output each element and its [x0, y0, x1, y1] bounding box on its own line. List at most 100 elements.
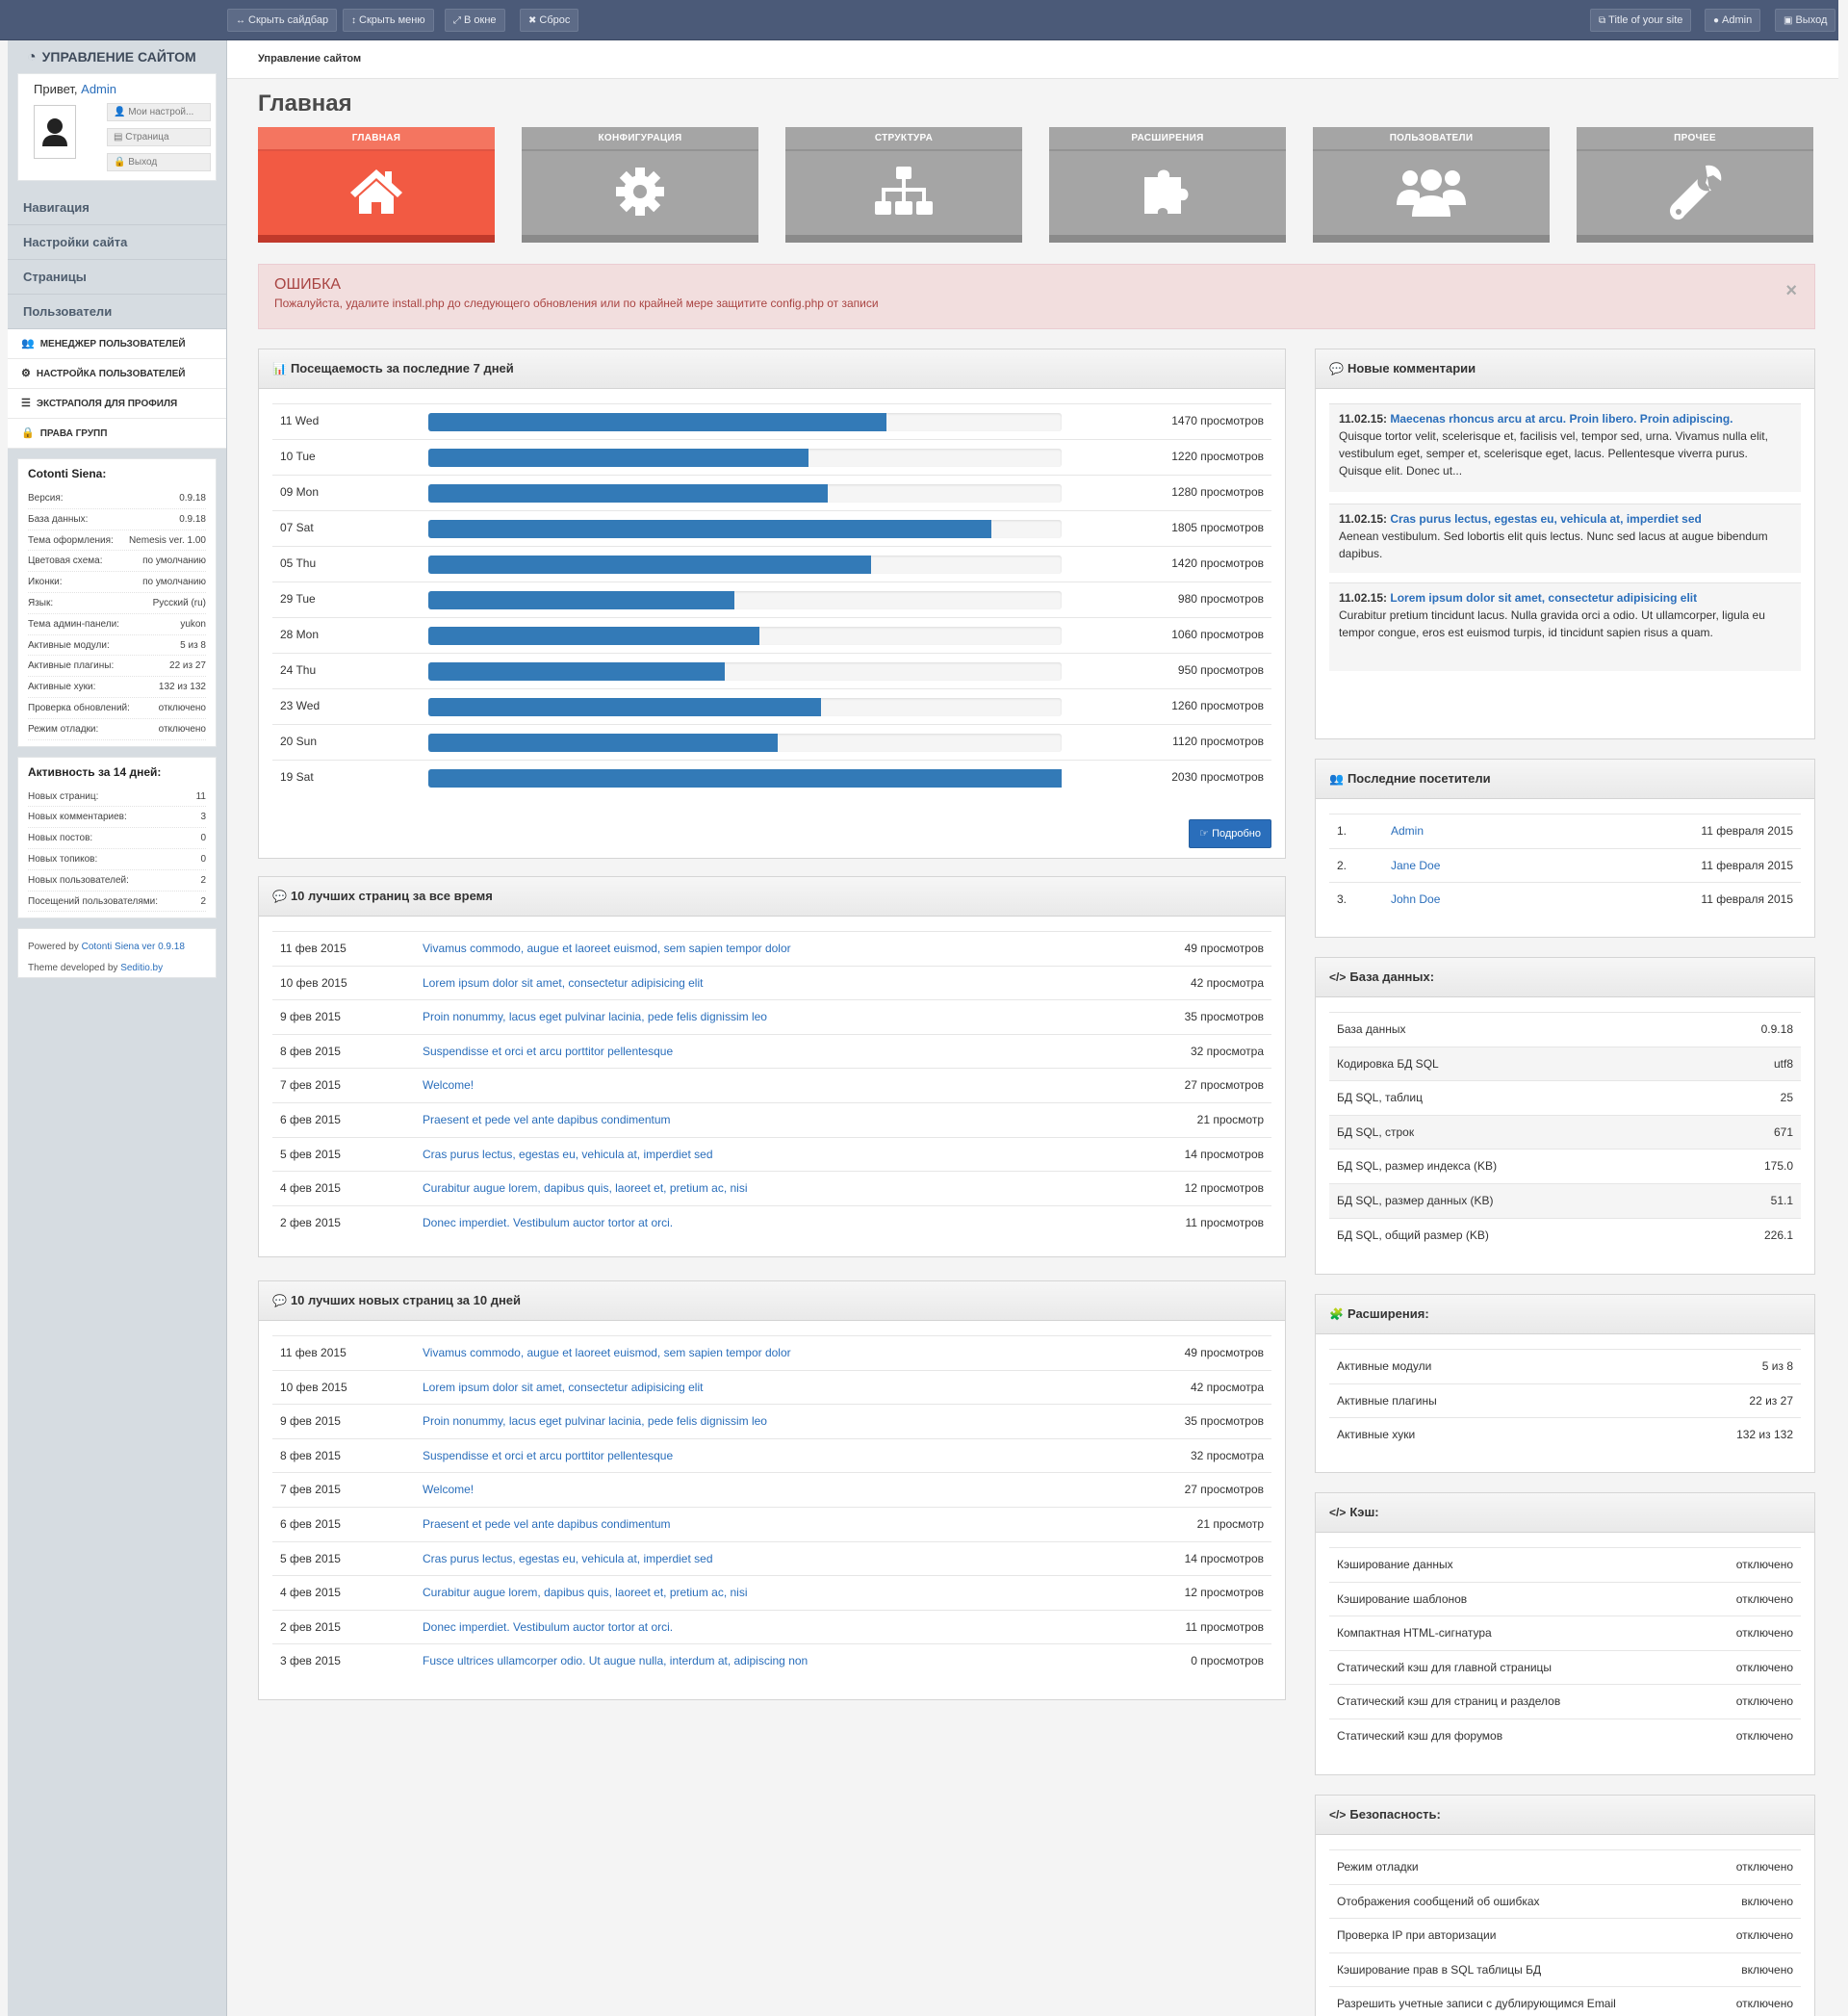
tile-home[interactable]: ГЛАВНАЯ — [258, 127, 495, 243]
tile-users[interactable]: ПОЛЬЗОВАТЕЛИ — [1313, 127, 1550, 243]
info-value: 0.9.18 — [179, 493, 206, 504]
info-label: Кэширование шаблонов — [1337, 1591, 1468, 1606]
visit-bar — [428, 556, 872, 574]
page-link[interactable]: Lorem ipsum dolor sit amet, consectetur … — [423, 975, 704, 990]
page-link[interactable]: Welcome! — [423, 1078, 475, 1093]
seditio-link[interactable]: Seditio.by — [120, 963, 164, 974]
info-value: 2 — [200, 874, 206, 886]
table-row: 2 фев 2015 Donec imperdiet. Vestibulum au… — [272, 1609, 1271, 1644]
menu-user-settings[interactable]: ⚙ Настройка пользователей — [8, 359, 226, 389]
close-icon[interactable]: × — [1785, 280, 1797, 301]
activity-title: Активность за 14 дней: — [28, 764, 162, 779]
visitor-number: 1. — [1337, 824, 1348, 838]
page-link[interactable]: Cras purus lectus, egestas eu, vehicula … — [423, 1147, 713, 1161]
nav-navigation[interactable]: Навигация — [8, 191, 226, 225]
info-row: БД SQL, общий размер (KB) 226.1 — [1329, 1217, 1801, 1253]
info-row: Активные модули: 5 из 8 — [28, 635, 206, 657]
window-mode-button[interactable]: ⤢ В окне — [445, 9, 505, 32]
tile-other[interactable]: ПРОЧЕЕ — [1577, 127, 1813, 243]
info-row: Режим отладки: отключено — [28, 719, 206, 740]
info-row: Новых страниц: 11 — [28, 787, 206, 808]
hide-sidebar-button[interactable]: ↔ Скрыть сайдбар — [227, 9, 338, 32]
page-link[interactable]: Fusce ultrices ullamcorper odio. Ut augu… — [423, 1654, 808, 1668]
table-row: 11 фев 2015 Vivamus commodo, augue et lao… — [272, 1335, 1271, 1370]
info-value: включено — [1741, 1962, 1793, 1977]
visitor-link[interactable]: Admin — [1391, 824, 1424, 838]
details-button[interactable]: ☞ Подробно — [1189, 819, 1271, 848]
logout-button[interactable]: ▣ Выход — [1775, 9, 1836, 32]
nav-site-settings[interactable]: Настройки сайта — [8, 225, 226, 260]
menu-group-rights[interactable]: 🔒 Права групп — [8, 419, 226, 449]
visit-row: 11 Wed 1470 просмотров — [272, 403, 1271, 439]
info-label: Активные модули — [1337, 1359, 1432, 1373]
page-link[interactable]: Curabitur augue lorem, dapibus quis, lao… — [423, 1586, 748, 1600]
hide-menu-button[interactable]: ↕ Скрыть меню — [343, 9, 434, 32]
info-value: 0.9.18 — [179, 513, 206, 525]
visitor-link[interactable]: John Doe — [1391, 892, 1441, 906]
page-link[interactable]: Suspendisse et orci et arcu porttitor pe… — [423, 1448, 674, 1462]
info-label: БД SQL, размер индекса (KB) — [1337, 1159, 1498, 1174]
tile-extensions[interactable]: РАСШИРЕНИЯ — [1049, 127, 1286, 243]
info-label: Кэширование данных — [1337, 1558, 1453, 1571]
page-link[interactable]: Praesent et pede vel ante dapibus condim… — [423, 1517, 671, 1531]
page-date: 3 фев 2015 — [280, 1654, 341, 1668]
page-link[interactable]: Proin nonummy, lacus eget pulvinar lacin… — [423, 1414, 767, 1429]
page-link[interactable]: Vivamus commodo, augue et laoreet euismo… — [423, 1346, 791, 1359]
page-link[interactable]: Lorem ipsum dolor sit amet, consectetur … — [423, 1380, 704, 1394]
page-link[interactable]: Welcome! — [423, 1483, 475, 1497]
menu-user-manager[interactable]: 👥 Менеджер пользователей — [8, 329, 226, 359]
username-link[interactable]: Admin — [81, 82, 117, 96]
greeting-text: Привет, — [34, 82, 78, 96]
visit-day: 28 Mon — [280, 628, 320, 641]
nav-users[interactable]: Пользователи — [8, 295, 226, 329]
visit-count: 950 просмотров — [1177, 663, 1264, 677]
page-link[interactable]: Vivamus commodo, augue et laoreet euismo… — [423, 942, 791, 955]
comment-link[interactable]: Maecenas rhoncus arcu at arcu. Proin lib… — [1390, 412, 1733, 426]
sidebar-logout-button[interactable]: 🔒 Выход — [107, 153, 211, 171]
page-link[interactable]: Proin nonummy, lacus eget pulvinar lacin… — [423, 1010, 767, 1024]
hand-pointer-icon: ☞ — [1199, 828, 1209, 840]
comment-link[interactable]: Cras purus lectus, egestas eu, vehicula … — [1390, 512, 1702, 526]
page-link[interactable]: Cras purus lectus, egestas eu, vehicula … — [423, 1551, 713, 1565]
info-row: Активные хуки: 132 из 132 — [28, 677, 206, 698]
page-link[interactable]: Donec imperdiet. Vestibulum auctor torto… — [423, 1619, 674, 1634]
page-views: 21 просмотр — [1196, 1113, 1264, 1126]
visitor-link[interactable]: Jane Doe — [1391, 858, 1441, 872]
page-views: 49 просмотров — [1184, 1346, 1264, 1359]
db-title: База данных: — [1349, 969, 1435, 984]
table-row: 5 фев 2015 Cras purus lectus, egestas eu,… — [272, 1136, 1271, 1172]
page-link[interactable]: Donec imperdiet. Vestibulum auctor torto… — [423, 1215, 674, 1229]
info-label: Режим отладки — [1337, 1860, 1419, 1874]
my-page-button[interactable]: ▤ Страница — [107, 128, 211, 146]
info-label: Активные хуки — [1337, 1428, 1416, 1442]
reset-button[interactable]: ✖ Сброс — [520, 9, 579, 32]
comment-link[interactable]: Lorem ipsum dolor sit amet, consectetur … — [1390, 591, 1698, 605]
avatar — [34, 105, 76, 159]
dashboard-icon: ◔ — [27, 49, 37, 65]
info-row: БД SQL, размер данных (KB) 51.1 — [1329, 1183, 1801, 1218]
menu-profile-extrafields[interactable]: ☰ Экстраполя для профиля — [8, 389, 226, 419]
page-link[interactable]: Curabitur augue lorem, dapibus quis, lao… — [423, 1181, 748, 1196]
my-settings-button[interactable]: 👤 Мои настрой... — [107, 103, 211, 121]
admin-button[interactable]: ● Admin — [1705, 9, 1761, 32]
visit-count: 1220 просмотров — [1171, 450, 1264, 463]
code-icon: </> — [1329, 1808, 1347, 1822]
info-row: Режим отладки отключено — [1329, 1849, 1801, 1884]
site-title-button[interactable]: ⧉ Title of your site — [1590, 9, 1692, 32]
puzzle-icon: 🧩 — [1329, 1307, 1344, 1321]
page-link[interactable]: Praesent et pede vel ante dapibus condim… — [423, 1113, 671, 1126]
error-title: ОШИБКА — [274, 276, 342, 293]
visit-bar — [428, 734, 779, 752]
gear-icon: ⚙ — [21, 368, 31, 379]
database-panel: </> База данных: База данных 0.9.18 Кодиров… — [1315, 957, 1815, 1275]
visit-count: 1260 просмотров — [1171, 699, 1264, 712]
page-link[interactable]: Suspendisse et orci et arcu porttitor pe… — [423, 1044, 674, 1058]
info-value: 2 — [200, 895, 206, 907]
comments-title: Новые комментарии — [1347, 361, 1476, 375]
tile-structure[interactable]: СТРУКТУРА — [785, 127, 1022, 243]
tile-configuration[interactable]: КОНФИГУРАЦИЯ — [522, 127, 758, 243]
breadcrumb[interactable]: Управление сайтом — [227, 40, 1838, 79]
info-value: отключено — [1735, 1997, 1793, 2011]
nav-pages[interactable]: Страницы — [8, 260, 226, 295]
cotonti-link[interactable]: Cotonti Siena ver 0.9.18 — [81, 942, 185, 953]
